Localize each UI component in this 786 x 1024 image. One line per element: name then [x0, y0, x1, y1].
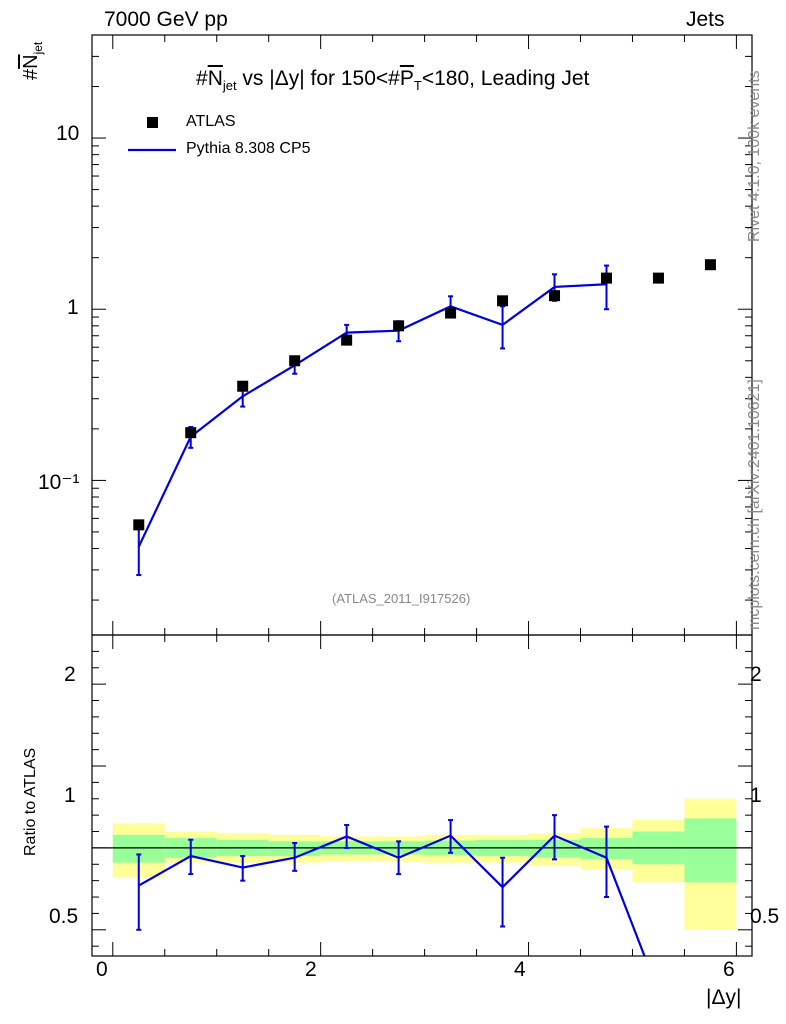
header-category: Jets [686, 8, 725, 31]
data-marker [549, 290, 561, 302]
data-marker [289, 355, 301, 367]
axes-frames [91, 34, 753, 957]
ratio-frame [91, 634, 753, 957]
main-y-tick-label: 10 [56, 122, 80, 145]
data-marker [185, 427, 197, 439]
ylabel-n: N [20, 54, 42, 69]
ylabel-jet: jet [31, 41, 45, 55]
data-marker [600, 272, 612, 284]
ratio-y-tick-label-right: 0.5 [750, 905, 780, 928]
x-tick-label: 4 [514, 958, 526, 981]
axis-ticks [92, 34, 752, 956]
x-axis-label: |Δy| [706, 986, 742, 1009]
ratio-y-tick-label-right: 1 [750, 784, 762, 807]
data-marker [497, 295, 509, 307]
title-n: N [207, 67, 223, 90]
legend-data-label: ATLAS [186, 113, 236, 130]
title-jet: jet [222, 78, 237, 94]
title-suffix: <180, Leading Jet [421, 67, 590, 90]
header-energy: 7000 GeV pp [104, 8, 228, 31]
data-marker [393, 320, 405, 332]
ylabel-hash: # [20, 68, 42, 80]
main-y-tick-label: 1 [67, 296, 79, 319]
main-y-tick-label: 10⁻¹ [38, 471, 80, 494]
mcplots-info: mcplots.cern.ch [arXiv:2401.10621] [746, 379, 763, 630]
analysis-watermark: (ATLAS_2011_I917526) [332, 591, 471, 606]
ratio-bands [112, 798, 737, 930]
data-marker [704, 259, 716, 271]
ratio-y-tick-label: 0.5 [49, 905, 79, 928]
legend-data-marker [147, 117, 158, 128]
ratio-band-inner [684, 818, 737, 883]
x-tick-label: 2 [305, 958, 317, 981]
ratio-y-tick-label: 2 [64, 663, 76, 686]
y-axis-label-ratio: Ratio to ATLAS [22, 747, 39, 856]
legend [128, 117, 176, 152]
plot-title: #Njet vs |Δy| for 150<#PT<180, Leading J… [196, 67, 589, 93]
data-marker [652, 272, 664, 284]
title-t: T [413, 78, 422, 94]
data-series-main [133, 259, 716, 531]
x-tick-label: 6 [723, 958, 735, 981]
mc-series-ratio [136, 814, 646, 956]
data-marker [237, 380, 249, 392]
rivet-info: Rivet 4.1.0, 100k events [746, 70, 763, 242]
title-mid: vs |Δy| for 150<# [236, 67, 400, 90]
data-marker [133, 519, 145, 531]
x-tick-label: 0 [96, 958, 108, 981]
title-prefix: # [196, 67, 208, 90]
ratio-y-tick-label: 1 [64, 784, 76, 807]
legend-mc-label: Pythia 8.308 CP5 [186, 140, 311, 157]
data-marker [445, 307, 457, 319]
ratio-y-tick-label-right: 2 [750, 663, 762, 686]
title-p: P [399, 67, 414, 90]
mc-main-line [137, 283, 607, 548]
data-marker [341, 334, 353, 346]
y-axis-label-main: #Njet [20, 42, 45, 80]
mc-series-main [136, 264, 609, 577]
